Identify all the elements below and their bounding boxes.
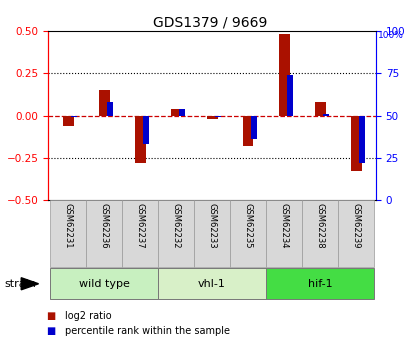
Text: 100%: 100% [378, 31, 404, 40]
Text: GSM62233: GSM62233 [207, 203, 217, 248]
Bar [50, 268, 158, 299]
Bar [171, 109, 181, 116]
Bar [279, 34, 289, 116]
Bar [266, 200, 302, 267]
Bar [351, 116, 362, 171]
Text: log2 ratio: log2 ratio [65, 311, 112, 321]
Bar [63, 116, 74, 126]
Text: strain: strain [4, 279, 36, 289]
Bar [50, 200, 86, 267]
Bar [99, 90, 110, 116]
Text: ■: ■ [46, 326, 55, 336]
Bar [158, 268, 266, 299]
Bar [86, 200, 122, 267]
Bar [230, 200, 266, 267]
Bar [179, 109, 185, 116]
Bar [243, 116, 254, 146]
Text: GSM62237: GSM62237 [136, 203, 144, 248]
Bar [266, 268, 374, 299]
Text: GSM62239: GSM62239 [352, 203, 361, 248]
Bar [302, 200, 338, 267]
Text: GDS1379 / 9669: GDS1379 / 9669 [153, 16, 267, 30]
Text: GSM62232: GSM62232 [172, 203, 181, 248]
Text: GSM62236: GSM62236 [100, 203, 109, 248]
Bar [215, 116, 221, 117]
Text: GSM62234: GSM62234 [280, 203, 289, 248]
Text: ■: ■ [46, 311, 55, 321]
Bar [158, 200, 194, 267]
Text: GSM62238: GSM62238 [315, 203, 325, 248]
Polygon shape [21, 278, 39, 290]
Bar [135, 116, 145, 163]
Bar [251, 116, 257, 139]
Text: vhl-1: vhl-1 [198, 279, 226, 289]
Bar [143, 116, 149, 144]
Text: hif-1: hif-1 [308, 279, 332, 289]
Text: GSM62231: GSM62231 [63, 203, 73, 248]
Bar [315, 102, 326, 116]
Text: percentile rank within the sample: percentile rank within the sample [65, 326, 230, 336]
Bar [71, 116, 77, 117]
Bar [323, 114, 329, 116]
Bar [207, 116, 218, 119]
Bar [122, 200, 158, 267]
Text: GSM62235: GSM62235 [244, 203, 252, 248]
Bar [360, 116, 365, 163]
Bar [108, 102, 113, 116]
Bar [194, 200, 230, 267]
Bar [287, 75, 293, 116]
Bar [338, 200, 374, 267]
Text: wild type: wild type [79, 279, 129, 289]
